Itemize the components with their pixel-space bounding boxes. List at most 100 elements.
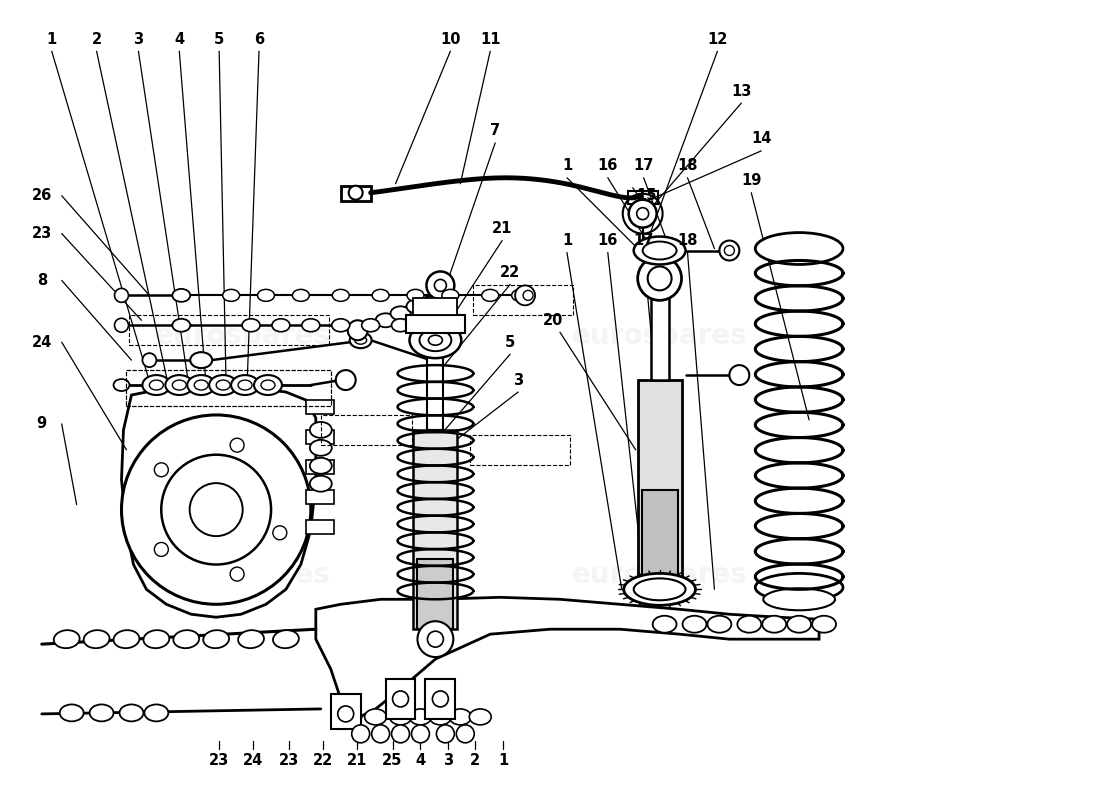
Text: 5: 5 (214, 32, 224, 46)
Circle shape (154, 463, 168, 477)
Ellipse shape (273, 630, 299, 648)
Bar (473, 286, 573, 315)
Ellipse shape (142, 375, 170, 395)
Ellipse shape (642, 242, 676, 259)
Text: 2: 2 (91, 32, 101, 46)
Bar (306, 430, 333, 444)
Text: 1: 1 (562, 233, 572, 248)
Circle shape (648, 266, 672, 290)
Bar (428, 350, 443, 430)
Text: 11: 11 (480, 32, 501, 46)
Ellipse shape (392, 318, 409, 332)
Circle shape (121, 415, 311, 604)
Ellipse shape (238, 630, 264, 648)
Ellipse shape (54, 630, 79, 648)
Ellipse shape (652, 616, 676, 633)
Ellipse shape (407, 290, 424, 302)
Text: 21: 21 (492, 221, 513, 236)
Text: 5: 5 (505, 334, 515, 350)
Bar (406, 315, 465, 334)
Ellipse shape (89, 705, 113, 722)
Circle shape (729, 365, 749, 385)
Text: 23: 23 (32, 226, 52, 241)
Ellipse shape (812, 616, 836, 633)
Circle shape (427, 271, 454, 299)
Text: 3: 3 (133, 32, 143, 46)
Circle shape (142, 353, 156, 367)
Circle shape (392, 725, 409, 743)
Text: 14: 14 (751, 131, 771, 146)
Polygon shape (426, 679, 455, 719)
Ellipse shape (209, 375, 238, 395)
Text: 24: 24 (32, 334, 52, 350)
Ellipse shape (407, 299, 427, 314)
Text: 25: 25 (383, 754, 403, 768)
Ellipse shape (59, 705, 84, 722)
Ellipse shape (254, 375, 282, 395)
Circle shape (189, 483, 243, 536)
Ellipse shape (173, 289, 190, 302)
Circle shape (338, 706, 354, 722)
Text: 22: 22 (312, 754, 333, 768)
Ellipse shape (174, 630, 199, 648)
Circle shape (629, 200, 657, 228)
Bar (306, 519, 333, 534)
Ellipse shape (354, 336, 366, 344)
Text: 16: 16 (597, 158, 618, 174)
Text: 12: 12 (707, 32, 727, 46)
Ellipse shape (350, 332, 372, 348)
Ellipse shape (84, 630, 110, 648)
Ellipse shape (217, 380, 230, 390)
Ellipse shape (257, 290, 275, 302)
Text: 23: 23 (209, 754, 229, 768)
Polygon shape (386, 679, 416, 719)
Text: 21: 21 (346, 754, 367, 768)
Bar (650, 286, 669, 380)
Ellipse shape (293, 290, 309, 302)
Ellipse shape (624, 574, 695, 606)
Circle shape (114, 288, 129, 302)
Circle shape (524, 290, 534, 300)
Text: eurospares: eurospares (155, 562, 331, 590)
Text: 2: 2 (470, 754, 481, 768)
Bar (638, 380, 682, 579)
Circle shape (719, 241, 739, 261)
Ellipse shape (272, 318, 290, 332)
Ellipse shape (173, 318, 190, 332)
Ellipse shape (763, 588, 835, 610)
Circle shape (114, 318, 129, 332)
Text: 23: 23 (278, 754, 299, 768)
Text: eurospares: eurospares (572, 562, 748, 590)
Ellipse shape (788, 616, 811, 633)
Polygon shape (331, 694, 361, 729)
Ellipse shape (482, 290, 498, 302)
Circle shape (725, 246, 735, 255)
Text: 6: 6 (254, 32, 264, 46)
Circle shape (348, 320, 367, 340)
Text: 16: 16 (597, 233, 618, 248)
Ellipse shape (372, 290, 389, 302)
Ellipse shape (301, 318, 320, 332)
Ellipse shape (190, 352, 212, 368)
Bar (471, 435, 570, 465)
Ellipse shape (362, 318, 380, 332)
Text: 1: 1 (46, 32, 57, 46)
Bar (414, 298, 458, 315)
Circle shape (393, 691, 408, 707)
Bar (126, 370, 331, 406)
Ellipse shape (442, 290, 459, 302)
Text: 8: 8 (36, 273, 47, 288)
Ellipse shape (756, 233, 843, 265)
Circle shape (638, 257, 682, 300)
Text: 26: 26 (32, 188, 52, 203)
Circle shape (230, 567, 244, 581)
Ellipse shape (389, 709, 411, 725)
Ellipse shape (310, 458, 332, 474)
Polygon shape (316, 598, 820, 719)
Ellipse shape (340, 709, 362, 725)
Text: 1: 1 (562, 158, 572, 174)
Ellipse shape (756, 574, 843, 602)
Text: eurospares: eurospares (155, 322, 331, 350)
Ellipse shape (310, 422, 332, 438)
Circle shape (230, 438, 244, 452)
